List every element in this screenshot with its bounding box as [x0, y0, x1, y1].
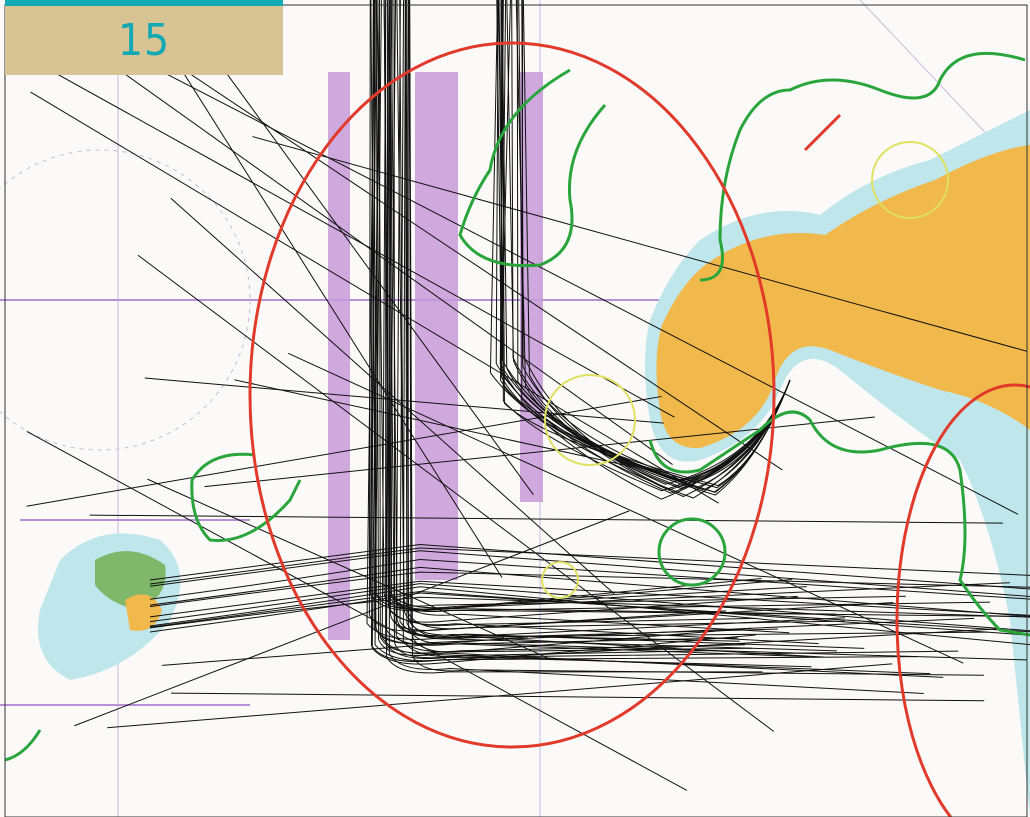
vessel-track: [149, 550, 1030, 597]
vessel-track: [395, 0, 745, 653]
vessel-track: [149, 547, 1030, 585]
island: [95, 551, 166, 610]
yellow-marks: [541, 141, 949, 599]
vessel-track: [149, 590, 1030, 636]
vessel-track: [89, 514, 1003, 524]
vessel-track: [103, 41, 1019, 515]
contours: [4, 51, 1030, 762]
vessel-track: [147, 478, 550, 660]
vessel-track: [26, 431, 688, 791]
vessel-track: [406, 0, 1027, 661]
vessel-track: [489, 0, 791, 496]
land: [656, 145, 1030, 449]
vessel-track: [149, 558, 1030, 600]
vessel-track: [30, 91, 719, 504]
vessel-track: [149, 571, 1030, 608]
figure-badge: 15: [5, 0, 283, 75]
vessel-track: [148, 45, 783, 471]
vessel-track: [149, 544, 1030, 590]
vessel-track: [149, 592, 1030, 633]
vessel-track: [137, 254, 775, 732]
vessel-track: [381, 0, 944, 678]
vessel-track: [107, 663, 893, 729]
frame: [4, 4, 1028, 817]
vessel-track: [171, 692, 985, 702]
vessel-track: [388, 0, 924, 694]
vessel-track: [234, 379, 636, 468]
vessel-track: [252, 136, 1028, 352]
vessel-track: [26, 395, 662, 507]
vessel-track: [409, 0, 751, 653]
vessel-track: [393, 0, 825, 658]
vessel-track: [366, 0, 837, 652]
vessel-track: [149, 596, 1030, 629]
vessel-track: [162, 636, 528, 666]
vessel-track: [369, 0, 762, 612]
vessel-tracks: [26, 0, 1030, 791]
vessel-track: [170, 197, 615, 595]
vessel-track: [184, 15, 534, 495]
study-areas: [248, 41, 1030, 817]
vessel-track: [149, 580, 1030, 618]
vessel-track: [399, 0, 790, 634]
vessel-track: [74, 510, 630, 727]
vessel-track: [36, 10, 673, 465]
vessel-track: [402, 0, 718, 658]
vessel-track: [137, 0, 503, 578]
vessel-track: [144, 377, 664, 424]
coast: [38, 110, 1030, 817]
vessel-track: [149, 566, 1030, 617]
vessel-track: [43, 66, 675, 418]
vessel-track: [388, 0, 819, 645]
figure-number: 15: [117, 15, 171, 66]
